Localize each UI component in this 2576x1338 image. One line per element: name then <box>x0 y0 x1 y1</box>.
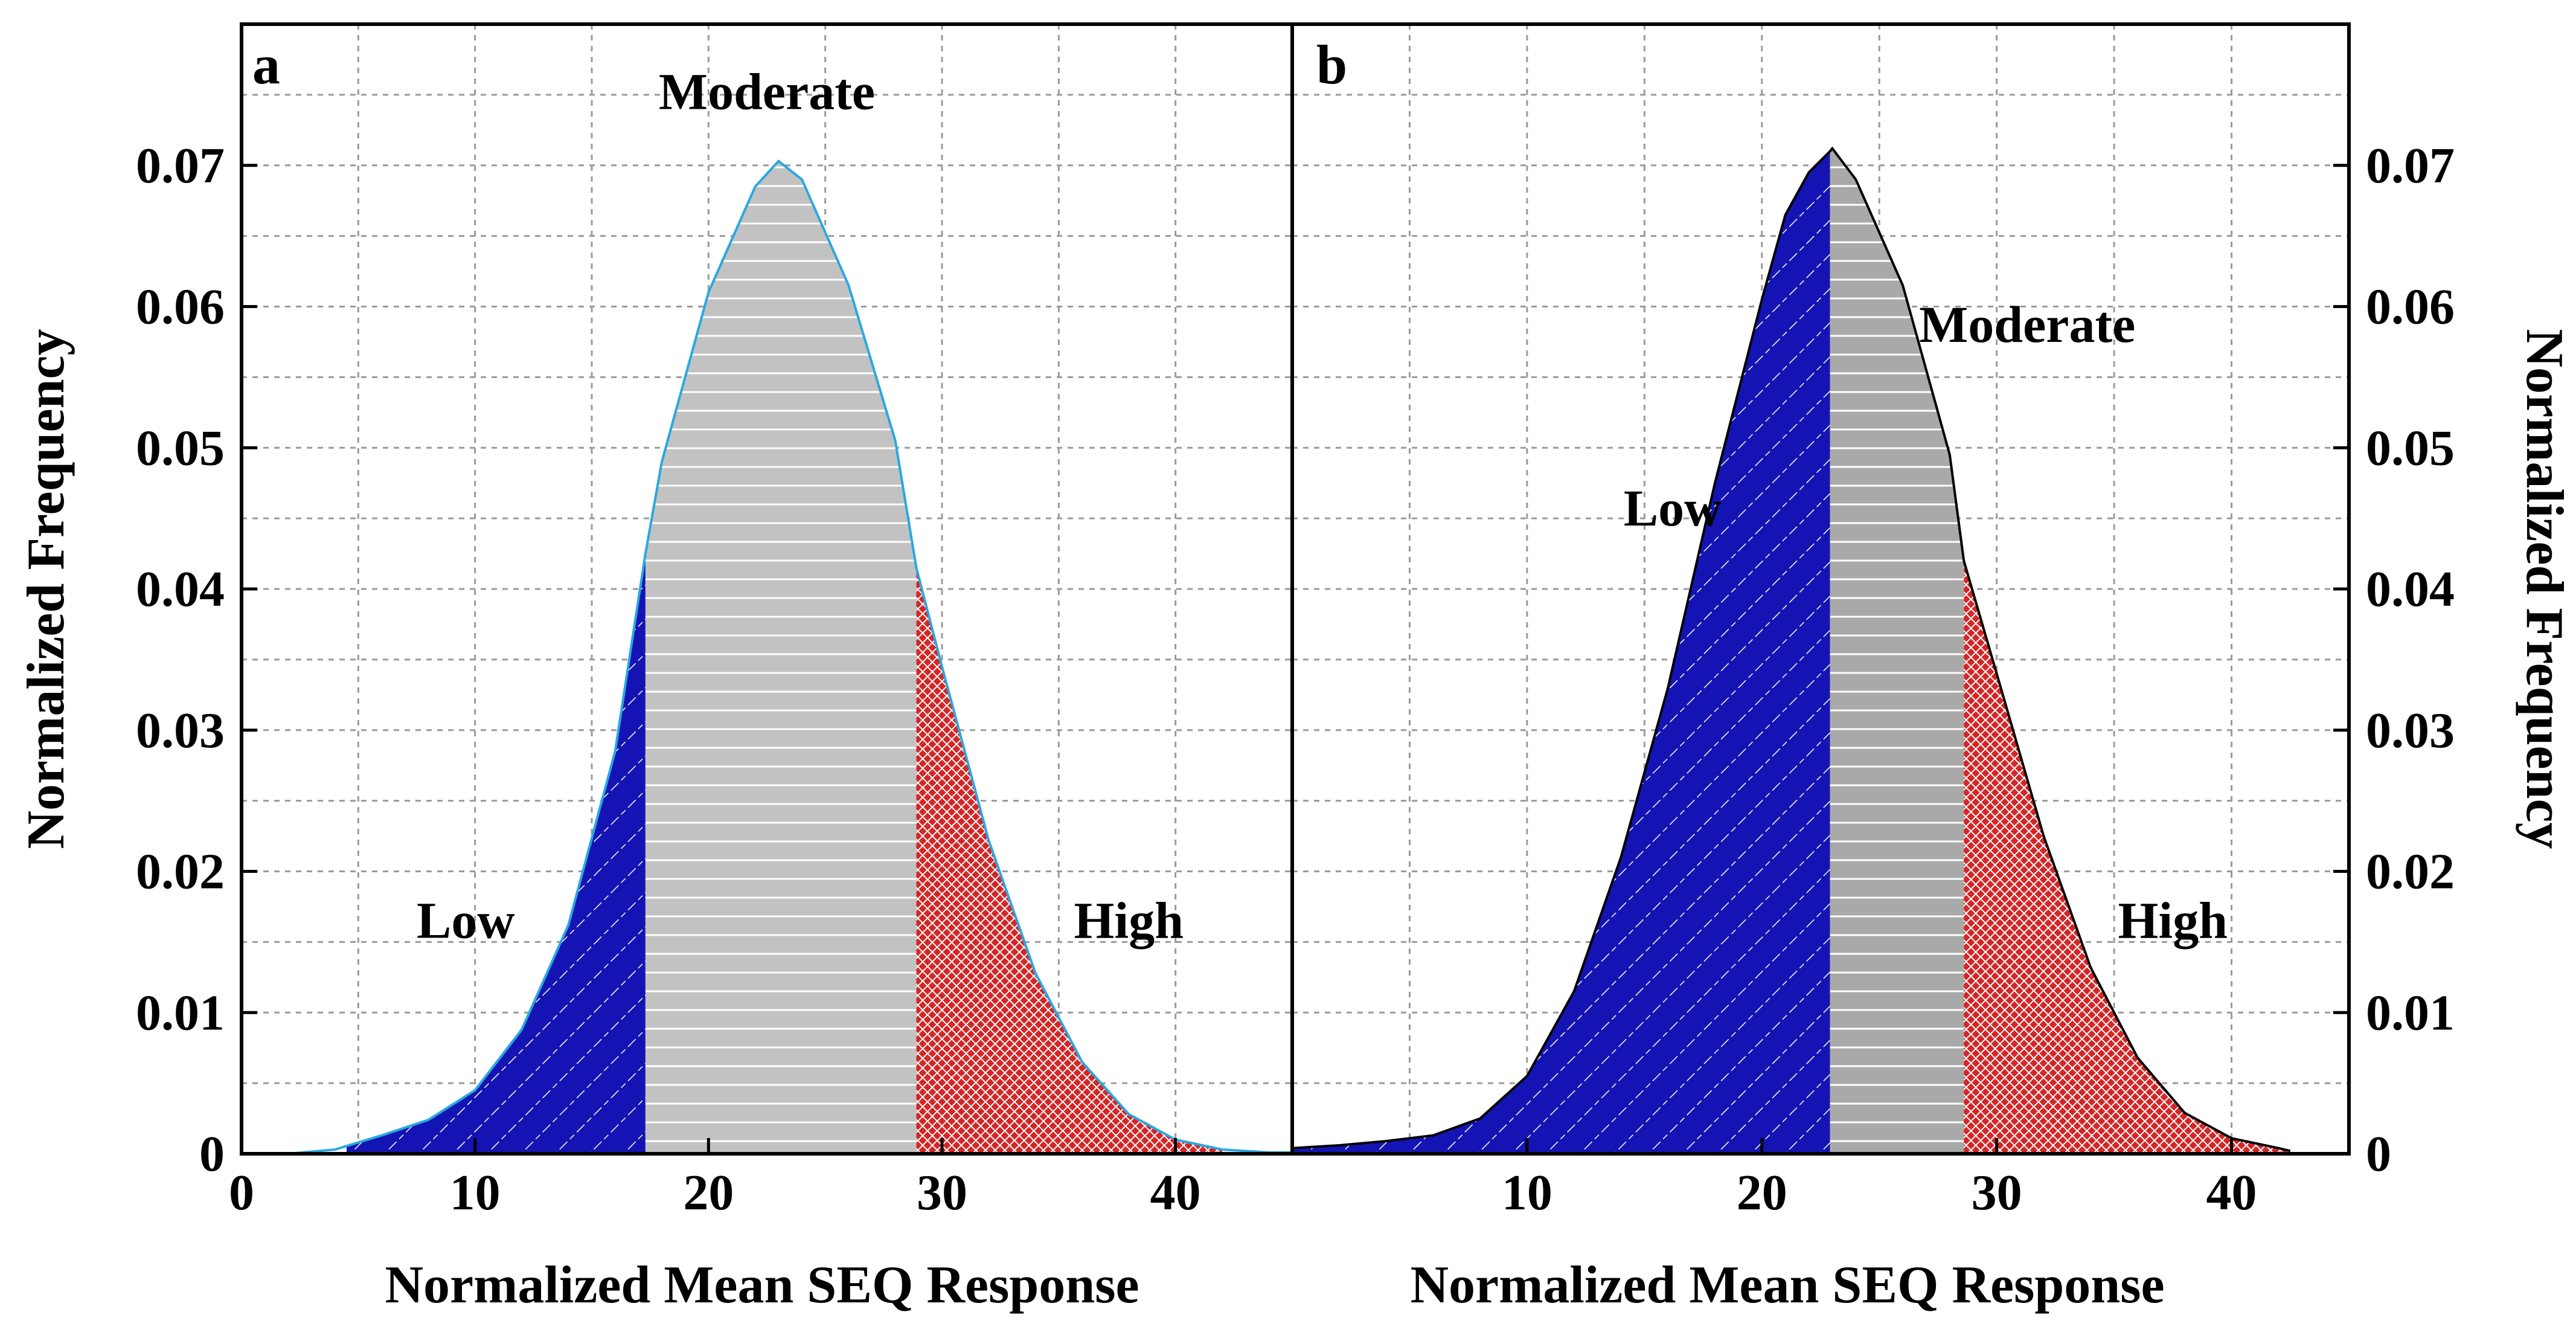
panel-b-ticks <box>1525 164 2349 1156</box>
x-tick-label: 30 <box>1972 1165 2022 1221</box>
region-low-area <box>347 553 646 1154</box>
panel-a-x-axis-title: Normalized Mean SEQ Response <box>385 1256 1139 1314</box>
region-high-area <box>1964 561 2290 1154</box>
panel-b-letter: b <box>1316 34 1347 95</box>
x-tick-label: 20 <box>1737 1165 1787 1221</box>
panel-a-regions <box>347 161 1222 1154</box>
panel-b-grid <box>1292 24 2349 1154</box>
y-tick-label: 0.06 <box>136 279 225 335</box>
panel-a-letter: a <box>252 34 280 95</box>
panel-a-y-axis-title: Normalized Frequency <box>17 329 75 849</box>
panel-b-region-labels: Low Moderate High <box>1624 295 2228 949</box>
region-label-moderate: Moderate <box>659 62 875 120</box>
y-tick-label: 0.01 <box>2366 985 2455 1041</box>
panel-b-regions <box>1292 148 2290 1154</box>
panel-a-y-tick-labels: 0 0.01 0.02 0.03 0.04 0.05 0.06 0.07 <box>136 138 225 1182</box>
y-tick-label: 0.04 <box>2366 561 2455 617</box>
region-low-area <box>1292 151 1830 1154</box>
y-tick-label: 0.03 <box>136 703 225 759</box>
y-tick-label: 0 <box>199 1126 225 1182</box>
y-tick-label: 0.04 <box>136 561 225 617</box>
x-tick-label: 10 <box>1502 1165 1552 1221</box>
x-tick-label: 20 <box>683 1165 734 1221</box>
panel-b: 10 20 30 40 0 0.01 0.02 0.03 0.04 0.05 0.06 0.07 L… <box>1290 22 2574 1314</box>
region-label-low: Low <box>1624 479 1722 537</box>
panel-a-x-tick-labels: 0 10 20 30 40 <box>229 1165 1201 1221</box>
panel-a-curve-outline <box>242 159 1292 1155</box>
x-tick-label: 40 <box>2206 1165 2257 1221</box>
panel-b-curve-outline <box>1292 146 2291 1153</box>
x-tick-label: 0 <box>229 1165 254 1221</box>
y-tick-label: 0 <box>2366 1126 2391 1182</box>
region-label-high: High <box>1074 891 1184 949</box>
y-tick-label: 0.05 <box>136 420 225 476</box>
panel-b-y-tick-labels: 0 0.01 0.02 0.03 0.04 0.05 0.06 0.07 <box>2366 138 2455 1182</box>
region-high-area <box>916 567 1222 1154</box>
x-tick-label: 40 <box>1150 1165 1201 1221</box>
panel-a: 0 10 20 30 40 00.010.020.030.040.050.060.07 … <box>17 22 1294 1314</box>
y-tick-label: 0.01 <box>136 985 225 1041</box>
y-tick-label: 0.03 <box>2366 703 2455 759</box>
region-label-moderate: Moderate <box>1919 295 2135 353</box>
y-tick-label: 0.02 <box>2366 844 2455 900</box>
panel-b-x-axis-title: Normalized Mean SEQ Response <box>1410 1256 2164 1314</box>
x-tick-label: 30 <box>917 1165 967 1221</box>
panel-b-x-tick-labels: 10 20 30 40 <box>1502 1165 2257 1221</box>
region-label-high: High <box>2118 891 2228 949</box>
x-tick-label: 10 <box>450 1165 501 1221</box>
region-moderate-area <box>645 161 917 1154</box>
y-tick-label: 0.07 <box>136 138 225 194</box>
panel-a-region-labels: Low Moderate High <box>417 62 1184 949</box>
region-moderate-area <box>1830 148 1964 1154</box>
y-tick-label: 0.06 <box>2366 279 2455 335</box>
y-tick-label: 0.05 <box>2366 420 2455 476</box>
region-label-low: Low <box>417 891 514 949</box>
panel-a-ticks <box>240 164 1177 1156</box>
y-tick-label: 0.07 <box>2366 138 2455 194</box>
y-tick-label: 0.02 <box>136 844 225 900</box>
panel-b-y-axis-title: Normalized Frequency <box>2515 329 2574 849</box>
